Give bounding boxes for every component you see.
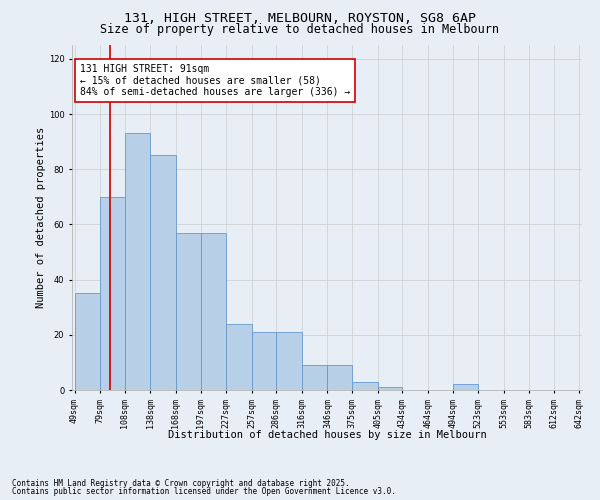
Bar [302,365,328,390]
Text: 131 HIGH STREET: 91sqm
← 15% of detached houses are smaller (58)
84% of semi-det: 131 HIGH STREET: 91sqm ← 15% of detached… [80,64,350,97]
X-axis label: Distribution of detached houses by size in Melbourn: Distribution of detached houses by size … [167,430,487,440]
Text: Contains public sector information licensed under the Open Government Licence v3: Contains public sector information licen… [12,487,396,496]
Text: Size of property relative to detached houses in Melbourn: Size of property relative to detached ho… [101,24,499,36]
Bar [200,232,226,390]
Bar [226,324,251,390]
Text: Contains HM Land Registry data © Crown copyright and database right 2025.: Contains HM Land Registry data © Crown c… [12,478,350,488]
Bar [251,332,277,390]
Y-axis label: Number of detached properties: Number of detached properties [36,127,46,308]
Bar [151,156,176,390]
Bar [352,382,377,390]
Bar [377,387,403,390]
Text: 131, HIGH STREET, MELBOURN, ROYSTON, SG8 6AP: 131, HIGH STREET, MELBOURN, ROYSTON, SG8… [124,12,476,26]
Bar [125,134,151,390]
Bar [100,197,125,390]
Bar [328,365,352,390]
Bar [176,232,200,390]
Bar [277,332,302,390]
Bar [454,384,478,390]
Bar [74,294,100,390]
